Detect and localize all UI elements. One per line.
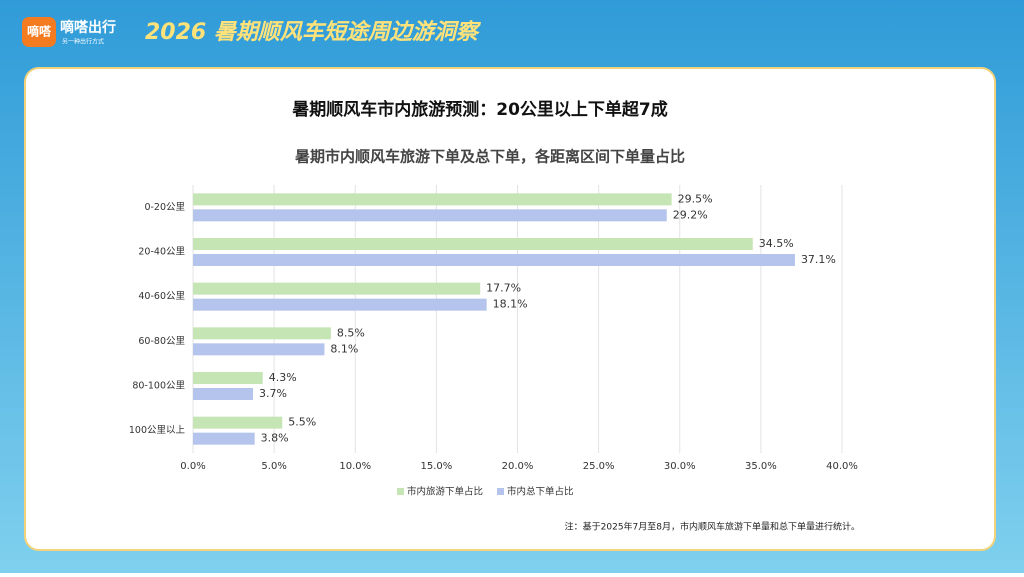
value-label: 29.2% [673, 208, 708, 221]
bar [193, 343, 325, 356]
bar [193, 298, 487, 311]
bar [193, 238, 753, 250]
x-tick-label: 10.0% [339, 461, 371, 472]
x-tick-label: 25.0% [583, 461, 615, 472]
value-label: 8.5% [337, 326, 365, 339]
value-label: 3.8% [261, 432, 289, 445]
value-label: 37.1% [801, 253, 836, 266]
chart-subtitle: 暑期市内顺风车旅游下单及总下单，各距离区间下单量占比 [295, 148, 685, 166]
x-tick-label: 35.0% [745, 461, 777, 472]
value-label: 3.7% [259, 387, 287, 400]
brand: 嘀嗒出行 [60, 19, 116, 36]
bar [193, 416, 283, 429]
slide-title: 2026 暑期顺风车短途周边游洞察 [145, 19, 482, 45]
x-tick-label: 20.0% [502, 461, 534, 472]
bar [193, 209, 667, 222]
y-tick-label: 40-60公里 [138, 291, 185, 302]
value-label: 18.1% [493, 298, 528, 311]
legend-label: 市内总下单占比 [507, 486, 574, 498]
y-tick-label: 80-100公里 [132, 381, 185, 392]
chart-title: 暑期顺风车市内旅游预测：20公里以上下单超7成 [292, 99, 668, 120]
legend-swatch [397, 488, 404, 495]
bar [193, 254, 795, 266]
bar [193, 388, 254, 400]
bar [193, 372, 263, 384]
legend-swatch [497, 488, 505, 495]
y-tick-label: 60-80公里 [138, 336, 185, 347]
x-tick-label: 30.0% [664, 461, 696, 472]
x-tick-label: 40.0% [826, 461, 858, 472]
logo: 嘀嗒 [27, 24, 52, 39]
value-label: 29.5% [678, 192, 713, 205]
tagline: 另一种出行方式 [62, 38, 104, 46]
value-label: 8.1% [330, 342, 358, 355]
x-tick-label: 5.0% [261, 461, 286, 472]
plot: 0.0% 5.0% 10.0% 15.0% 20.0% 25.0% 30.0% 35.0% 40… [129, 185, 858, 498]
legend-label: 市内旅游下单占比 [407, 486, 483, 498]
bar [193, 193, 672, 206]
footnote: 注：基于2025年7月至8月，市内顺风车旅游下单量和总下单量进行统计。 [565, 521, 860, 533]
bar [193, 282, 481, 295]
value-label: 4.3% [269, 371, 297, 384]
value-label: 34.5% [759, 237, 794, 250]
y-tick-label: 20-40公里 [138, 247, 185, 258]
x-tick-label: 0.0% [180, 461, 205, 472]
y-tick-label: 0-20公里 [144, 202, 185, 213]
bar [193, 432, 255, 445]
logo-box [22, 17, 56, 47]
card [24, 67, 996, 551]
x-tick-label: 15.0% [420, 461, 452, 472]
value-label: 5.5% [288, 416, 316, 429]
value-label: 17.7% [486, 282, 521, 295]
bar [193, 327, 331, 340]
y-tick-label: 100公里以上 [129, 425, 186, 436]
